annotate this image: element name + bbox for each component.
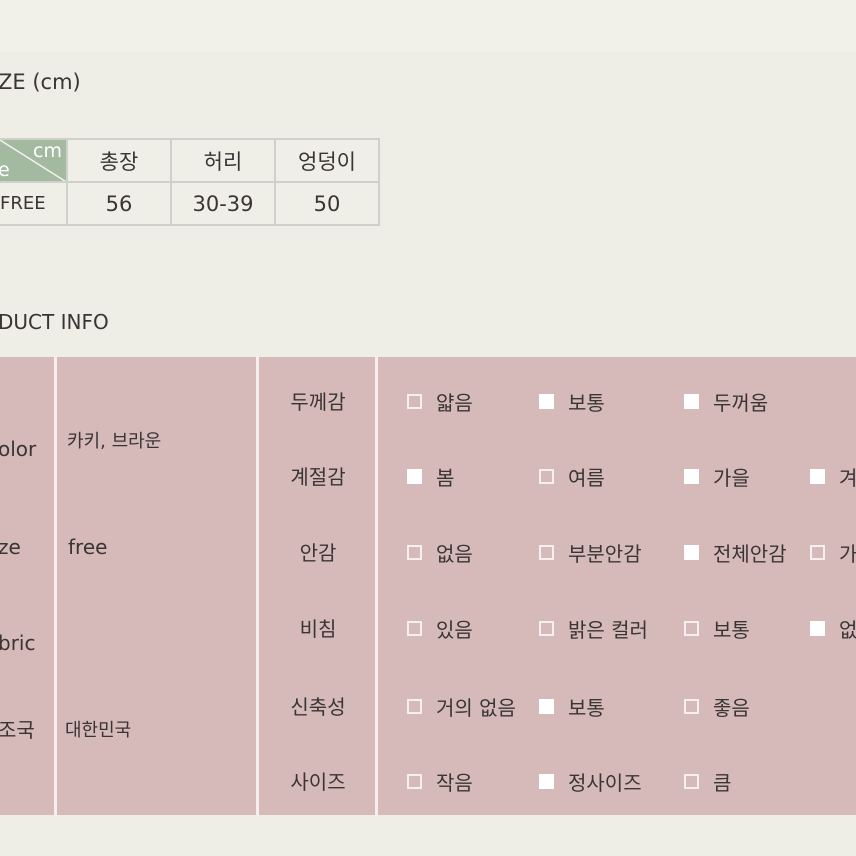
- unchecked-box-icon[interactable]: [684, 621, 699, 636]
- option-label: 없음: [436, 542, 473, 566]
- unchecked-box-icon[interactable]: [539, 469, 554, 484]
- size-row: FREE 56 30-39 50: [0, 181, 380, 226]
- option-label: 있음: [436, 618, 473, 642]
- option-label: 보통: [568, 391, 605, 415]
- product-info-table: olor 카키, 브라운 ze free bric 조국 대한민국 두께감 얇음 보…: [0, 357, 856, 815]
- option-checkbox-item[interactable]: 겨: [810, 462, 856, 491]
- option-label: 봄: [436, 466, 455, 490]
- unchecked-box-icon[interactable]: [407, 699, 422, 714]
- column-header: 총장: [66, 138, 172, 183]
- option-checkbox-item[interactable]: 부분안감: [539, 538, 642, 567]
- option-checkbox-item[interactable]: 작음: [407, 767, 473, 796]
- basic-value: free: [68, 535, 108, 559]
- option-label: 좋음: [713, 696, 750, 720]
- option-label: 여름: [568, 466, 605, 490]
- attribute-name: 사이즈: [290, 770, 346, 794]
- option-checkbox-item[interactable]: 좋음: [684, 692, 750, 721]
- option-label: 거의 없음: [436, 696, 516, 720]
- attribute-name: 안감: [299, 541, 337, 565]
- option-label: 없: [839, 618, 856, 642]
- option-checkbox-item[interactable]: 있음: [407, 614, 473, 643]
- option-label: 정사이즈: [568, 771, 642, 795]
- option-label: 보통: [568, 696, 605, 720]
- basic-label: ze: [0, 535, 21, 559]
- option-checkbox-item[interactable]: 보통: [539, 692, 605, 721]
- basic-value: 카키, 브라운: [67, 431, 162, 452]
- option-checkbox-item[interactable]: 정사이즈: [539, 767, 642, 796]
- unchecked-box-icon[interactable]: [810, 545, 825, 560]
- checked-box-icon[interactable]: [684, 469, 699, 484]
- top-band: [0, 0, 856, 52]
- unchecked-box-icon[interactable]: [539, 621, 554, 636]
- option-checkbox-item[interactable]: 없: [810, 614, 856, 643]
- unchecked-box-icon[interactable]: [407, 545, 422, 560]
- size-value: 56: [66, 181, 172, 226]
- unchecked-box-icon[interactable]: [684, 699, 699, 714]
- basic-label: 조국: [0, 718, 35, 742]
- option-checkbox-item[interactable]: 얇음: [407, 387, 473, 416]
- option-checkbox-item[interactable]: 봄: [407, 462, 454, 491]
- checked-box-icon[interactable]: [407, 469, 422, 484]
- option-label: 가: [839, 542, 856, 566]
- attribute-name: 비침: [299, 617, 337, 641]
- checked-box-icon[interactable]: [810, 621, 825, 636]
- option-label: 전체안감: [713, 542, 787, 566]
- attribute-name: 신축성: [290, 695, 346, 719]
- option-label: 부분안감: [568, 542, 642, 566]
- unchecked-box-icon[interactable]: [407, 774, 422, 789]
- divider: [256, 357, 259, 815]
- checked-box-icon[interactable]: [539, 699, 554, 714]
- option-label: 가을: [713, 466, 750, 490]
- attribute-name: 두께감: [290, 390, 346, 414]
- checked-box-icon[interactable]: [684, 394, 699, 409]
- option-label: 얇음: [436, 391, 473, 415]
- size-label: e: [1, 159, 10, 180]
- option-checkbox-item[interactable]: 가: [810, 538, 856, 567]
- option-label: 밝은 컬러: [568, 618, 648, 642]
- option-label: 두꺼움: [713, 391, 769, 415]
- option-checkbox-item[interactable]: 거의 없음: [407, 692, 516, 721]
- row-label: FREE: [0, 181, 68, 226]
- unchecked-box-icon[interactable]: [684, 774, 699, 789]
- checked-box-icon[interactable]: [684, 545, 699, 560]
- option-checkbox-item[interactable]: 보통: [684, 614, 750, 643]
- size-value: 50: [274, 181, 380, 226]
- size-table: cm e 총장 허리 엉덩이 FREE 56 30-39 50: [0, 138, 380, 226]
- column-header: 허리: [170, 138, 276, 183]
- option-label: 겨: [839, 466, 856, 490]
- divider: [54, 357, 57, 815]
- size-heading: ZE (cm): [0, 70, 81, 94]
- option-checkbox-item[interactable]: 큼: [684, 767, 731, 796]
- option-checkbox-item[interactable]: 밝은 컬러: [539, 614, 648, 643]
- product-info-heading: DUCT INFO: [0, 310, 109, 334]
- option-checkbox-item[interactable]: 두꺼움: [684, 387, 768, 416]
- option-label: 작음: [436, 771, 473, 795]
- unchecked-box-icon[interactable]: [407, 394, 422, 409]
- option-checkbox-item[interactable]: 없음: [407, 538, 473, 567]
- attribute-name: 계절감: [290, 465, 346, 489]
- diagonal-line: [1, 141, 65, 180]
- option-checkbox-item[interactable]: 전체안감: [684, 538, 787, 567]
- option-label: 보통: [713, 618, 750, 642]
- basic-value: 대한민국: [65, 720, 132, 741]
- basic-label: bric: [0, 631, 36, 655]
- unchecked-box-icon[interactable]: [539, 545, 554, 560]
- option-checkbox-item[interactable]: 가을: [684, 462, 750, 491]
- checked-box-icon[interactable]: [539, 774, 554, 789]
- size-value: 30-39: [170, 181, 276, 226]
- checked-box-icon[interactable]: [539, 394, 554, 409]
- size-header-row: cm e 총장 허리 엉덩이: [0, 138, 380, 183]
- option-checkbox-item[interactable]: 여름: [539, 462, 605, 491]
- column-header: 엉덩이: [274, 138, 380, 183]
- option-label: 큼: [713, 771, 732, 795]
- basic-label: olor: [0, 437, 37, 461]
- option-checkbox-item[interactable]: 보통: [539, 387, 605, 416]
- unit-label: cm: [33, 140, 62, 162]
- divider: [375, 357, 378, 815]
- checked-box-icon[interactable]: [810, 469, 825, 484]
- unchecked-box-icon[interactable]: [407, 621, 422, 636]
- size-corner-cell: cm e: [0, 138, 68, 183]
